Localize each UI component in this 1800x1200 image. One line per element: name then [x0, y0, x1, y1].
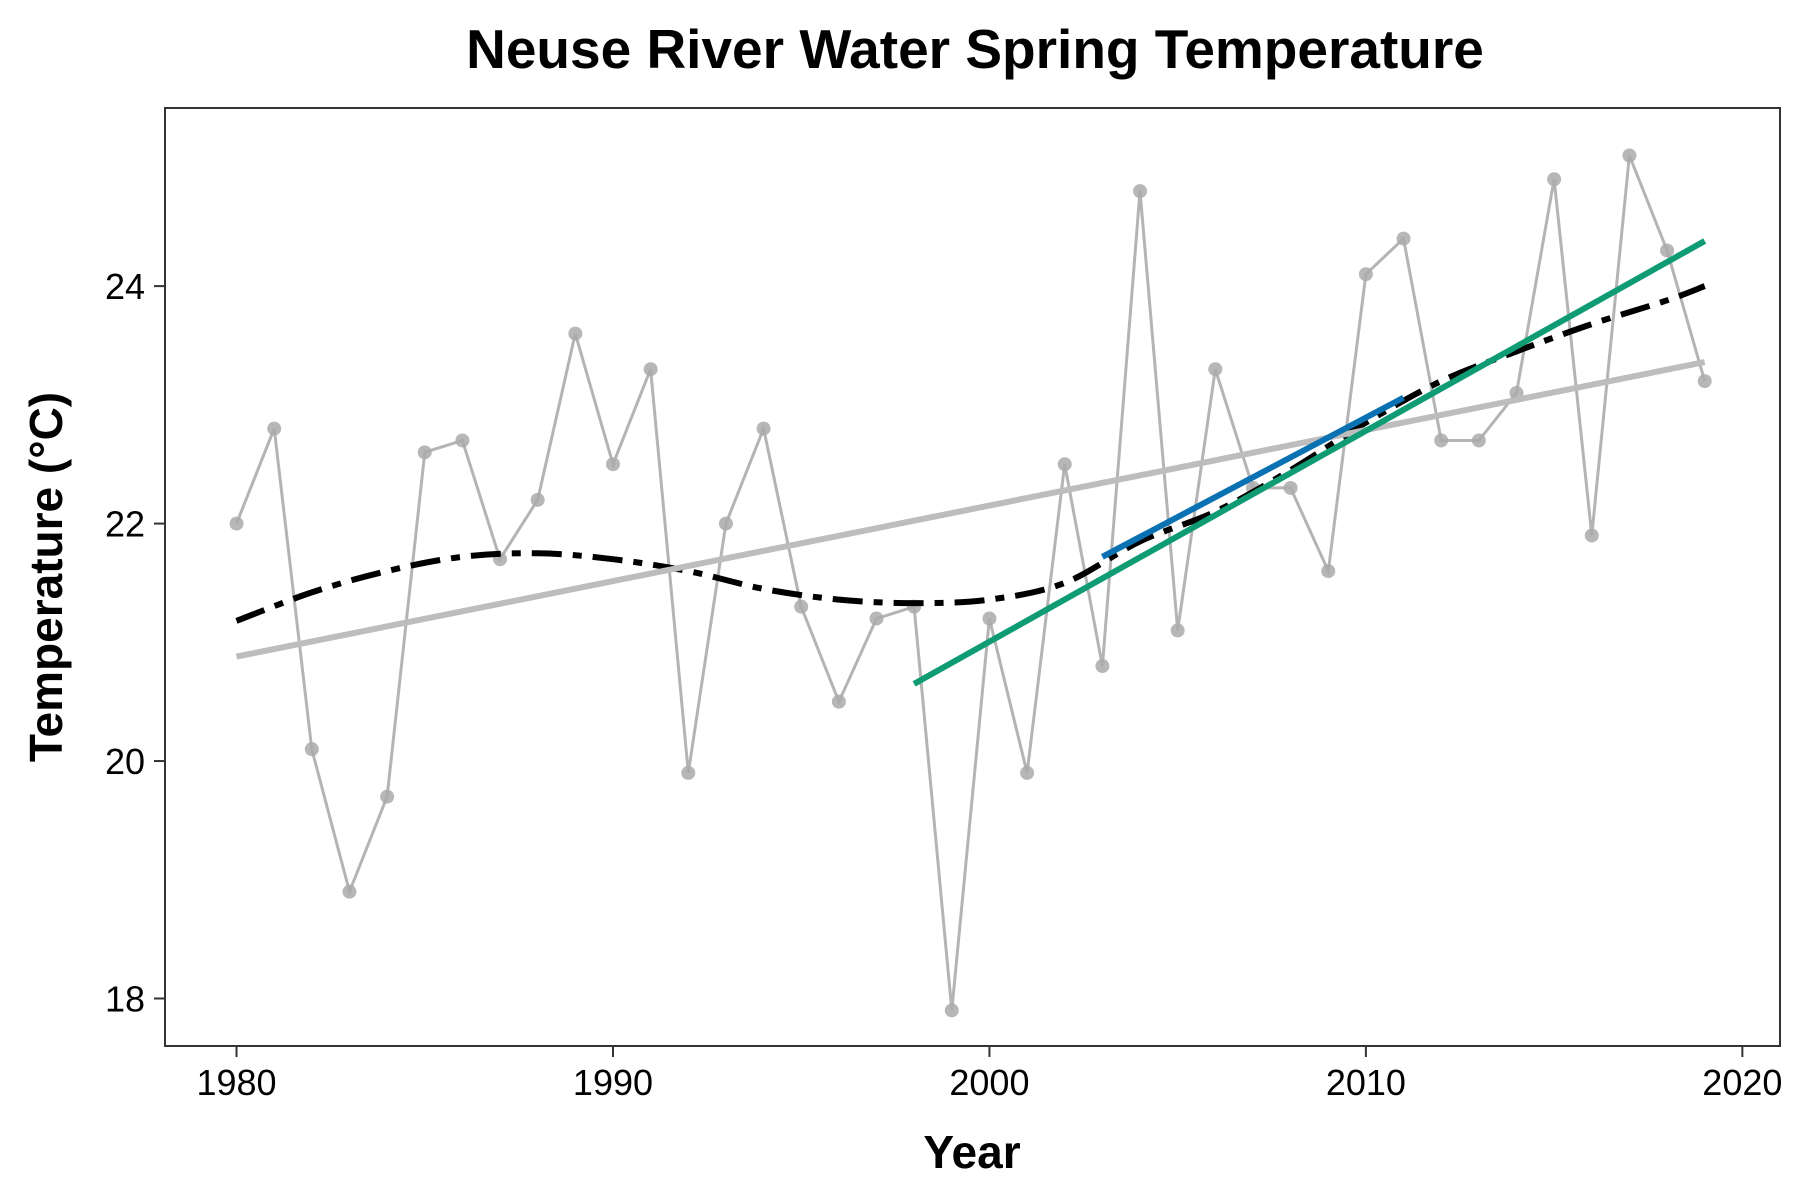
data-point	[756, 421, 771, 436]
y-tick-label: 20	[105, 741, 145, 782]
data-point	[342, 884, 357, 899]
data-point	[1697, 374, 1712, 389]
x-tick-label: 2010	[1326, 1062, 1406, 1103]
y-tick-label: 18	[105, 979, 145, 1020]
plot-panel	[164, 107, 1781, 1047]
x-tick-label: 2020	[1702, 1062, 1782, 1103]
data-point	[794, 599, 809, 614]
data-point	[643, 362, 658, 377]
data-point	[1660, 243, 1675, 258]
data-point	[869, 611, 884, 626]
data-point	[944, 1003, 959, 1018]
data-point	[605, 457, 620, 472]
data-point	[831, 694, 846, 709]
plot-area	[229, 148, 1712, 1018]
data-point	[1170, 623, 1185, 638]
data-point	[1057, 457, 1072, 472]
data-point	[1321, 564, 1336, 579]
data-point	[267, 421, 282, 436]
x-axis: 1980 1990 2000 2010 2020	[196, 1046, 1782, 1103]
segment-trend-line	[1100, 395, 1405, 560]
chart-title: Neuse River Water Spring Temperature	[466, 18, 1484, 80]
y-axis: 18 20 22 24	[105, 266, 165, 1020]
x-axis-title: Year	[923, 1126, 1020, 1178]
x-tick-label: 2000	[949, 1062, 1029, 1103]
data-point	[455, 433, 470, 448]
recent-trend-line	[912, 238, 1707, 687]
data-point	[982, 611, 997, 626]
y-tick-label: 24	[105, 266, 145, 307]
data-point	[718, 516, 733, 531]
data-point	[1095, 659, 1110, 674]
y-tick-label: 22	[105, 504, 145, 545]
data-point	[530, 492, 545, 507]
smoothed-trend-line	[235, 283, 1706, 624]
y-axis-title: Temperature (°C)	[20, 392, 72, 762]
data-point	[1622, 148, 1637, 163]
observed-series-line	[235, 154, 1707, 1011]
data-point	[417, 445, 432, 460]
data-point	[1133, 184, 1148, 199]
data-point	[1208, 362, 1223, 377]
full-period-trend-line	[235, 359, 1706, 660]
data-point	[1283, 480, 1298, 495]
x-tick-label: 1980	[196, 1062, 276, 1103]
data-point	[1547, 172, 1562, 187]
data-point	[229, 516, 244, 531]
data-point	[568, 326, 583, 341]
x-tick-label: 1990	[573, 1062, 653, 1103]
data-point	[1358, 267, 1373, 282]
data-point	[380, 789, 395, 804]
data-point	[1396, 231, 1411, 246]
data-point	[1020, 765, 1035, 780]
data-point	[681, 765, 696, 780]
data-point	[1434, 433, 1449, 448]
data-point	[1584, 528, 1599, 543]
data-point	[1471, 433, 1486, 448]
data-point	[304, 742, 319, 757]
